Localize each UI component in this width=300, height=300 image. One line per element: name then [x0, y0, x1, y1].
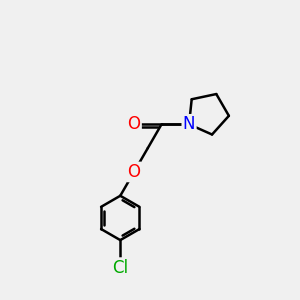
Text: Cl: Cl [112, 259, 128, 277]
Text: O: O [128, 115, 140, 133]
Text: N: N [183, 115, 195, 133]
Text: O: O [128, 163, 140, 181]
